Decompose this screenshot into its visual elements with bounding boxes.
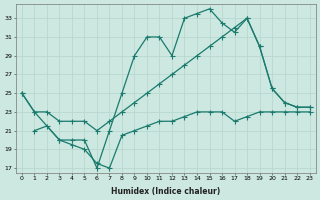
X-axis label: Humidex (Indice chaleur): Humidex (Indice chaleur) (111, 187, 220, 196)
